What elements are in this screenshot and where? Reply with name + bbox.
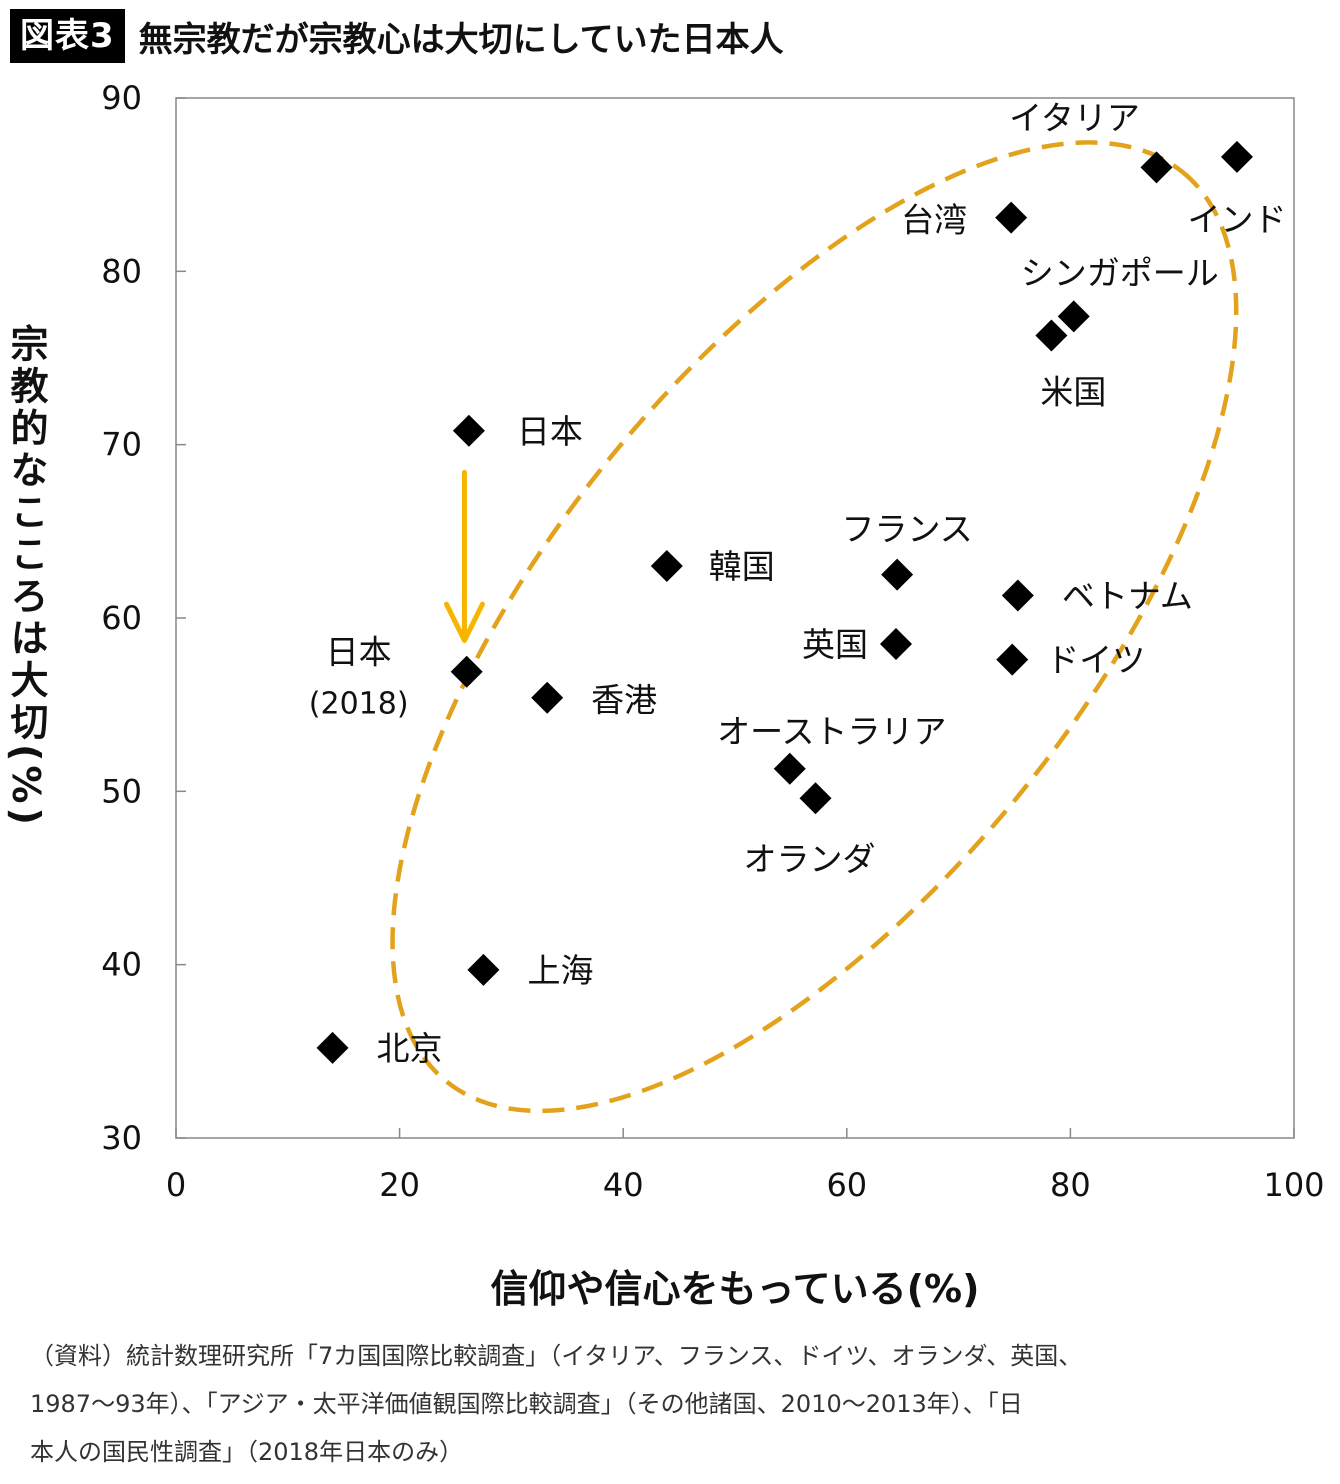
x-tick-label: 60 (826, 1166, 867, 1204)
data-point-marker (995, 201, 1028, 234)
data-point-label: 英国 (802, 625, 868, 664)
source-line-3: 本人の国民性調査」（2018年日本のみ） (30, 1438, 464, 1466)
data-point-marker (879, 628, 912, 660)
data-point-label: 台湾 (901, 201, 967, 240)
data-point-label: イタリア (1009, 98, 1140, 137)
data-point-marker (996, 643, 1029, 676)
y-tick-label: 90 (101, 79, 142, 117)
data-point-label: 米国 (1040, 372, 1106, 411)
data-point-marker (1057, 300, 1090, 333)
y-tick-label: 80 (101, 252, 142, 290)
source-note: （資料）統計数理研究所「7カ国国際比較調査」（イタリア、フランス、ドイツ、オラン… (30, 1332, 1320, 1476)
change-arrow-head (443, 601, 485, 644)
data-point-marker (316, 1031, 349, 1064)
x-tick-label: 20 (379, 1166, 420, 1204)
data-point-label: 北京 (377, 1029, 443, 1068)
data-point-label: 上海 (527, 951, 593, 990)
data-point-label: シンガポール (1021, 253, 1219, 292)
x-tick-label: 100 (1263, 1166, 1324, 1204)
figure-number-badge: 図表3 (10, 9, 125, 63)
data-point-label: フランス (841, 510, 972, 549)
y-axis-title: 宗教的なこころは大切(%) (4, 323, 48, 828)
data-point-marker (1001, 579, 1034, 612)
y-tick-label: 60 (101, 599, 142, 637)
grouping-ellipse (390, 140, 1239, 1114)
x-tick-label: 40 (603, 1166, 644, 1204)
data-point-marker (1140, 151, 1173, 184)
data-point-marker (881, 558, 914, 591)
data-point-marker (1035, 319, 1068, 352)
data-point-marker (531, 681, 564, 714)
data-point-marker (799, 782, 832, 815)
source-line-2: 1987～93年）、「アジア・太平洋価値観国際比較調査」（その他諸国、2010～… (30, 1390, 1023, 1418)
data-point-marker (450, 655, 483, 688)
data-point-marker (452, 414, 485, 447)
data-point-label: 韓国 (709, 547, 775, 586)
figure-title: 無宗教だが宗教心は大切にしていた日本人 (138, 19, 784, 60)
data-point-marker (773, 752, 806, 785)
figure-header: 図表3 無宗教だが宗教心は大切にしていた日本人 (10, 8, 784, 64)
x-axis-title: 信仰や信心をもっている(%) (491, 1267, 980, 1311)
source-line-1: （資料）統計数理研究所「7カ国国際比較調査」（イタリア、フランス、ドイツ、オラン… (30, 1342, 1083, 1370)
data-point-label: ベトナム (1062, 576, 1193, 615)
data-point-label: オーストラリア (717, 712, 946, 751)
x-tick-label: 0 (166, 1166, 186, 1204)
data-point-label: インド (1187, 200, 1286, 239)
data-point-label: 香港 (591, 681, 657, 720)
y-tick-label: 30 (101, 1119, 142, 1157)
data-point-sublabel: (2018) (309, 687, 409, 722)
data-point-marker (650, 550, 683, 582)
y-tick-label: 50 (101, 772, 142, 810)
data-point-label: 日本 (517, 412, 583, 451)
x-tick-label: 80 (1050, 1166, 1091, 1204)
y-tick-label: 70 (101, 426, 142, 464)
data-point-marker (1220, 140, 1253, 173)
data-point-label: 日本 (326, 633, 392, 672)
data-point-label: オランダ (743, 839, 875, 878)
data-point-marker (467, 953, 500, 986)
data-point-label: ドイツ (1046, 641, 1145, 680)
y-tick-label: 40 (101, 946, 142, 984)
